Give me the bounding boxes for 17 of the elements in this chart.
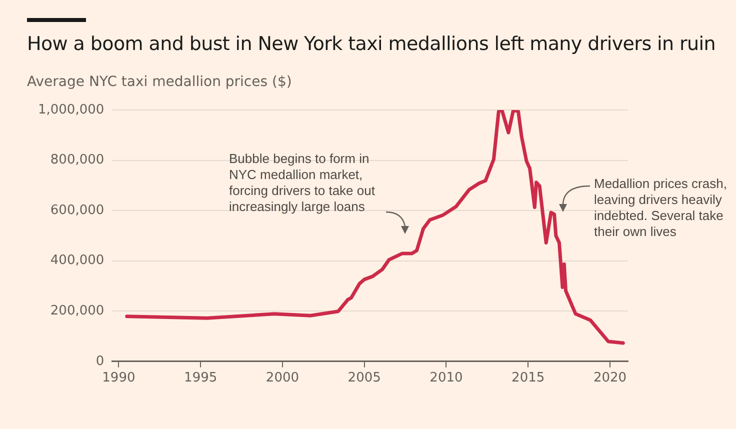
annotation: Bubble begins to form in NYC medallion market, forcing drivers to take out increasingly large loans [229,151,376,214]
x-tick-label: 1990 [102,370,136,386]
x-tick-label: 2000 [266,370,300,386]
annotation: Medallion prices crash, leaving drivers heavily indebted. Several take their own lives [594,176,727,240]
x-tick-label: 2010 [430,370,463,386]
x-tick-label: 1995 [184,370,218,386]
x-tick-label: 2020 [593,370,627,386]
y-tick-label: 400,000 [50,253,104,268]
y-tick-label: 800,000 [50,152,104,168]
y-tick-label: 600,000 [50,202,104,218]
x-tick-label: 2015 [512,370,545,386]
x-tick-label: 2005 [348,370,381,386]
y-tick-label: 1,000,000 [38,102,104,118]
y-tick-label: 200,000 [50,303,104,318]
chart-title: How a boom and bust in New York taxi medallions left many drivers in ruin [27,33,716,55]
y-tick-label: 0 [96,354,104,369]
y-axis-title: Average NYC taxi medallion prices ($) [27,74,292,90]
